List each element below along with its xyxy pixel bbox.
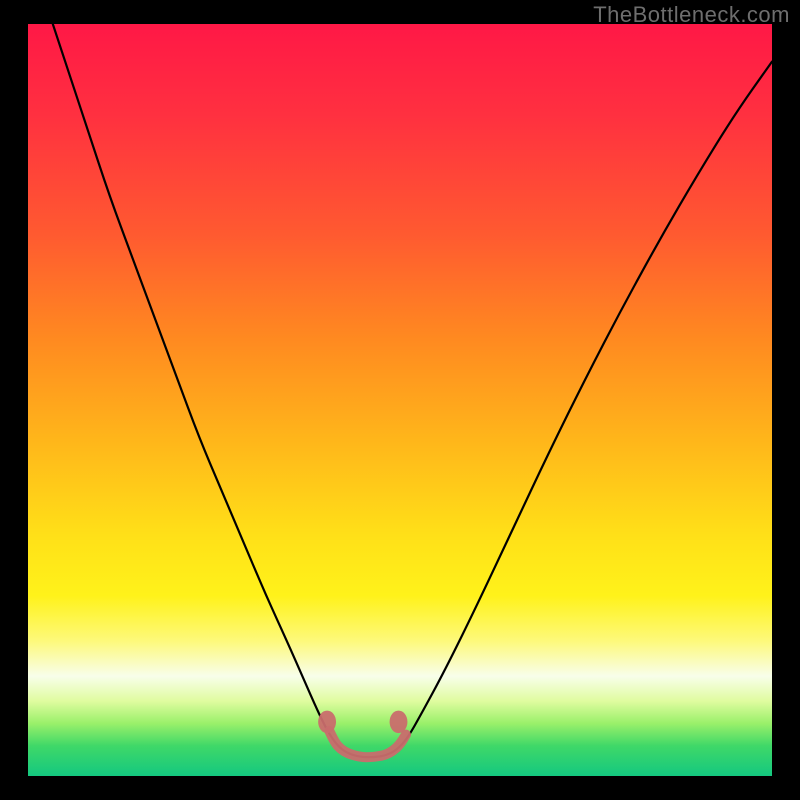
source-label: TheBottleneck.com: [593, 2, 790, 28]
highlight-lobe-left: [318, 711, 336, 734]
bottleneck-curve-chart: [28, 24, 772, 776]
chart-plot-area: [28, 24, 772, 776]
highlight-lobe-right: [390, 711, 408, 734]
gradient-background: [28, 24, 772, 776]
